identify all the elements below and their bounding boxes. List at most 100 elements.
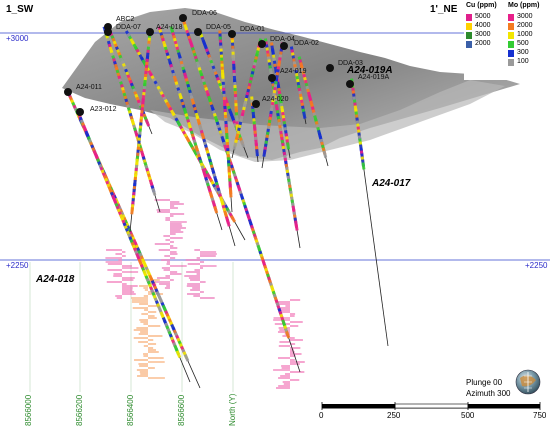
drill-hole-trace <box>124 30 246 241</box>
collar-label: A24-020 <box>262 96 289 103</box>
collar-label: DDA-05 <box>206 24 231 31</box>
collar-marker[interactable] <box>179 14 187 22</box>
drill-hole-trace <box>289 46 307 125</box>
legend-swatch <box>508 32 514 39</box>
collar-marker[interactable] <box>76 108 84 116</box>
northing-gridlines <box>29 262 234 392</box>
collar-marker[interactable] <box>194 28 202 36</box>
legend-mo-item: 500 <box>508 40 550 49</box>
northing-label-8566400: 8566400 <box>126 394 135 426</box>
collar-label: ABC2 <box>116 16 135 23</box>
legend: Cu (ppm) Mo (ppm) 5000 4000 3000 2000 3000 2… <box>464 0 550 80</box>
legend-value: 1000 <box>517 31 533 38</box>
elevation-label-lower-right: +2250 <box>525 261 548 270</box>
collar-label: A24-018 <box>156 24 183 31</box>
legend-swatch <box>508 23 514 30</box>
legend-swatch <box>466 32 472 39</box>
section-left-label: 1_SW <box>6 4 34 15</box>
legend-value: 100 <box>517 58 529 65</box>
legend-mo-title: Mo (ppm) <box>508 2 540 9</box>
scale-label-750: 750 <box>533 411 547 420</box>
hole-label-a24-018: A24-018 <box>36 274 75 285</box>
collar-marker[interactable] <box>146 28 154 36</box>
collar-label: A24-019 <box>280 68 307 75</box>
drill-hole-trace <box>157 26 223 231</box>
legend-value: 300 <box>517 49 529 56</box>
scale-bar <box>321 402 541 410</box>
drill-hole-trace <box>181 18 301 373</box>
collar-marker[interactable] <box>252 100 260 108</box>
drill-hole-trace <box>102 26 161 213</box>
section-right-label: 1'_NE <box>430 4 458 15</box>
legend-value: 3000 <box>475 31 491 38</box>
elevation-label-upper: +3000 <box>6 34 29 43</box>
legend-cu-item: 2000 <box>466 40 508 49</box>
collar-label: A24-011 <box>76 84 102 91</box>
terrain-front <box>150 80 505 162</box>
legend-value: 500 <box>517 40 529 47</box>
collar-label: DDA-04 <box>270 36 295 43</box>
drill-hole-trace <box>218 30 233 213</box>
drill-hole-trace <box>129 28 152 233</box>
collar-label: DDA-01 <box>240 26 265 33</box>
collar-label: A23-012 <box>90 106 117 113</box>
drill-hole-trace <box>230 30 240 141</box>
drill-hole-trace <box>261 42 285 169</box>
northing-axis-label: North (Y) <box>228 393 237 426</box>
collar-markers <box>64 14 354 116</box>
azimuth-text: Azimuth 300 <box>466 389 511 398</box>
elevation-label-lower-left: +2250 <box>6 261 29 270</box>
legend-swatch <box>466 41 472 48</box>
legend-cu-title: Cu (ppm) <box>466 2 497 9</box>
legend-swatch <box>508 41 514 48</box>
legend-swatch <box>508 14 514 21</box>
legend-swatch <box>508 59 514 66</box>
orientation-globe-icon <box>515 369 541 395</box>
hole-label-a24-017: A24-017 <box>372 178 411 189</box>
legend-value: 5000 <box>475 13 491 20</box>
collar-label: DDA-03 <box>338 60 363 67</box>
collar-label: DDA-07 <box>116 24 141 31</box>
legend-mo-item: 2000 <box>508 22 550 31</box>
collar-marker[interactable] <box>258 40 266 48</box>
collar-marker[interactable] <box>346 80 354 88</box>
hole-label-a24-019a: A24-019A <box>347 65 393 76</box>
collar-marker[interactable] <box>280 42 288 50</box>
legend-mo-item: 1000 <box>508 31 550 40</box>
collar-label: DDA-06 <box>192 10 217 17</box>
collar-label: A24-019A <box>358 74 390 81</box>
legend-mo-item: 300 <box>508 49 550 58</box>
drill-hole-trace <box>231 38 263 159</box>
collar-label: DDA-02 <box>294 40 319 47</box>
legend-swatch <box>508 50 514 57</box>
legend-swatch <box>466 14 472 21</box>
plunge-text: Plunge 00 <box>466 378 503 387</box>
assay-histograms <box>105 199 305 389</box>
drill-hole-trace <box>75 108 191 383</box>
scale-label-0: 0 <box>319 411 324 420</box>
legend-cu-item: 4000 <box>466 22 508 31</box>
scale-label-500: 500 <box>461 411 475 420</box>
legend-value: 4000 <box>475 22 491 29</box>
drill-hole-trace <box>297 56 329 167</box>
drill-hole-trace <box>263 38 301 249</box>
collar-marker[interactable] <box>228 30 236 38</box>
legend-value: 2000 <box>517 22 533 29</box>
northing-label-8566200: 8566200 <box>75 394 84 426</box>
scale-label-250: 250 <box>387 411 401 420</box>
drill-hole-trace <box>169 26 236 247</box>
collar-marker[interactable] <box>104 28 112 36</box>
legend-mo-item: 3000 <box>508 13 550 22</box>
legend-cu-item: 5000 <box>466 13 508 22</box>
legend-value: 3000 <box>517 13 533 20</box>
collar-marker[interactable] <box>268 74 276 82</box>
drill-hole-trace <box>250 96 259 163</box>
collar-marker[interactable] <box>64 88 72 96</box>
northing-label-8566600: 8566600 <box>177 394 186 426</box>
legend-value: 2000 <box>475 40 491 47</box>
collar-marker[interactable] <box>326 64 334 72</box>
legend-mo-item: 100 <box>508 58 550 67</box>
drill-traces <box>65 18 389 389</box>
